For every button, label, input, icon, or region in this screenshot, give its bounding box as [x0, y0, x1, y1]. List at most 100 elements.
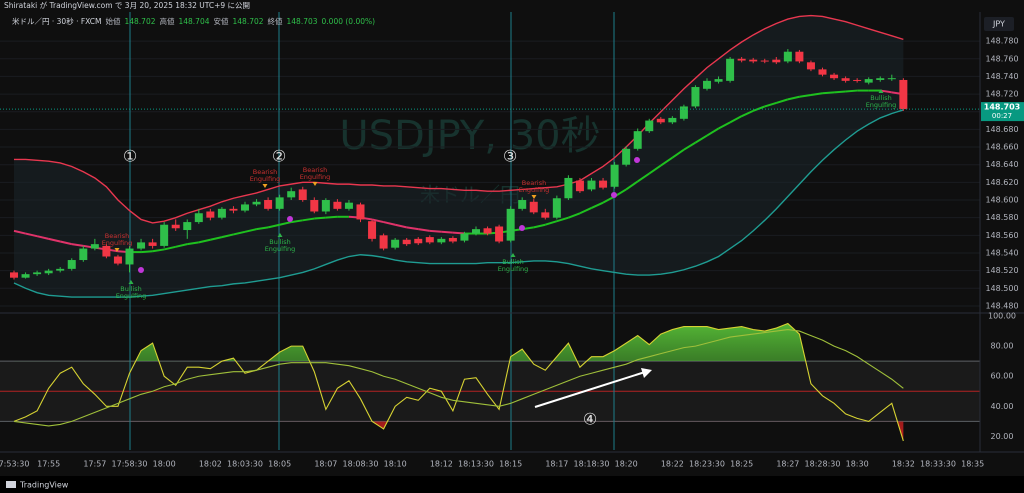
x-tick-label: 18:18:30 — [574, 460, 610, 469]
candle-body — [564, 177, 573, 199]
candle-body — [645, 120, 654, 132]
y-tick-label: 148.620 — [985, 178, 1018, 187]
middle-band — [706, 127, 720, 137]
pattern-arrow — [128, 280, 134, 284]
y-tick-label: 40.00 — [991, 402, 1014, 411]
candle-body — [876, 78, 885, 80]
middle-band — [741, 109, 754, 118]
candle-body — [402, 239, 411, 245]
pattern-label: Bullish — [120, 285, 142, 293]
signal-dot — [287, 216, 293, 222]
y-tick-label: 148.680 — [985, 125, 1018, 134]
arrow-head — [641, 368, 652, 378]
symbol-title: 米ドル／円 · 30秒 · FXCM — [12, 16, 101, 26]
middle-band — [394, 223, 407, 229]
ohlc-value: 148.704 — [178, 17, 209, 26]
candle-body — [368, 221, 377, 239]
middle-band — [787, 95, 800, 101]
middle-band — [325, 215, 338, 219]
middle-band — [764, 101, 777, 108]
marker-number: ② — [272, 147, 286, 166]
candle-body — [183, 222, 192, 231]
middle-band — [406, 226, 419, 231]
candle-body — [21, 274, 30, 278]
middle-band — [833, 90, 846, 94]
x-tick-label: 17:55 — [37, 460, 60, 469]
candle-body — [518, 200, 527, 209]
lower-band — [13, 109, 904, 298]
candle-body — [10, 272, 18, 278]
middle-band — [140, 250, 153, 254]
candle-body — [56, 268, 65, 271]
candle-body — [841, 78, 850, 81]
marker-number: ④ — [583, 410, 597, 429]
y-tick-label: 60.00 — [991, 372, 1014, 381]
candle-body — [33, 272, 42, 275]
candle-body — [241, 204, 249, 211]
candle-body — [171, 224, 180, 229]
middle-band — [198, 238, 211, 244]
candle-body — [448, 237, 457, 242]
candle-body — [529, 201, 538, 213]
pattern-arrow — [312, 182, 318, 186]
candle-body — [437, 238, 446, 243]
middle-band — [810, 92, 823, 96]
candle-body — [495, 226, 504, 242]
candle-body — [391, 239, 400, 248]
band-fill — [14, 15, 904, 298]
pattern-label: Engulfing — [300, 173, 331, 181]
middle-band — [441, 230, 453, 234]
upper-band — [14, 14, 904, 224]
pattern-label: Bearish — [253, 168, 277, 176]
candle-body — [575, 180, 584, 192]
candle-body — [853, 79, 862, 81]
candle-body — [795, 51, 804, 62]
pattern-label: Bullish — [502, 258, 524, 266]
candle-body — [737, 58, 746, 61]
x-tick-label: 18:33:30 — [920, 460, 956, 469]
candle-body — [899, 79, 908, 110]
middle-band — [418, 228, 430, 232]
pattern-label: Engulfing — [250, 175, 281, 183]
y-tick-label: 148.780 — [985, 37, 1018, 46]
y-tick-label: 148.500 — [985, 284, 1018, 293]
y-tick-label: 148.560 — [985, 231, 1018, 240]
marker-number: ③ — [503, 147, 517, 166]
candle-body — [830, 74, 839, 79]
candle-body — [113, 256, 122, 264]
pattern-label: Engulfing — [116, 292, 147, 300]
last-price: 148.703 — [984, 103, 1020, 112]
publisher: Shirataki が TradingView.com で 3月 20, 202… — [4, 0, 250, 10]
middle-band — [429, 229, 442, 233]
x-tick-label: 18:15 — [499, 460, 522, 469]
candle-body — [102, 245, 111, 257]
candle-body — [298, 189, 307, 201]
candle-body — [425, 237, 434, 243]
candle-body — [333, 201, 342, 209]
currency-box — [984, 17, 1014, 31]
pattern-label: Engulfing — [498, 265, 529, 273]
x-tick-label: 18:13:30 — [458, 460, 494, 469]
y-tick-label: 20.00 — [991, 432, 1014, 441]
candle-body — [217, 208, 226, 218]
candle-body — [622, 148, 631, 165]
y-tick-label: 148.720 — [985, 90, 1018, 99]
middle-band — [718, 121, 731, 130]
candle-body — [783, 51, 792, 62]
candle-body — [760, 60, 769, 62]
middle-band — [752, 105, 766, 112]
candle-body — [125, 248, 134, 265]
signal-dot — [611, 192, 617, 198]
x-tick-label: 18:35 — [961, 460, 984, 469]
middle-band — [776, 98, 789, 104]
middle-band — [579, 207, 592, 215]
pattern-label: Bullish — [870, 94, 892, 102]
middle-band — [314, 216, 326, 220]
middle-band — [660, 156, 673, 167]
currency: JPY — [992, 20, 1005, 29]
x-tick-label: 18:05 — [268, 460, 291, 469]
middle-band — [729, 115, 743, 124]
ohlc-label: 始値 — [105, 16, 120, 26]
candle-body — [310, 200, 319, 212]
candle-body — [552, 198, 561, 218]
